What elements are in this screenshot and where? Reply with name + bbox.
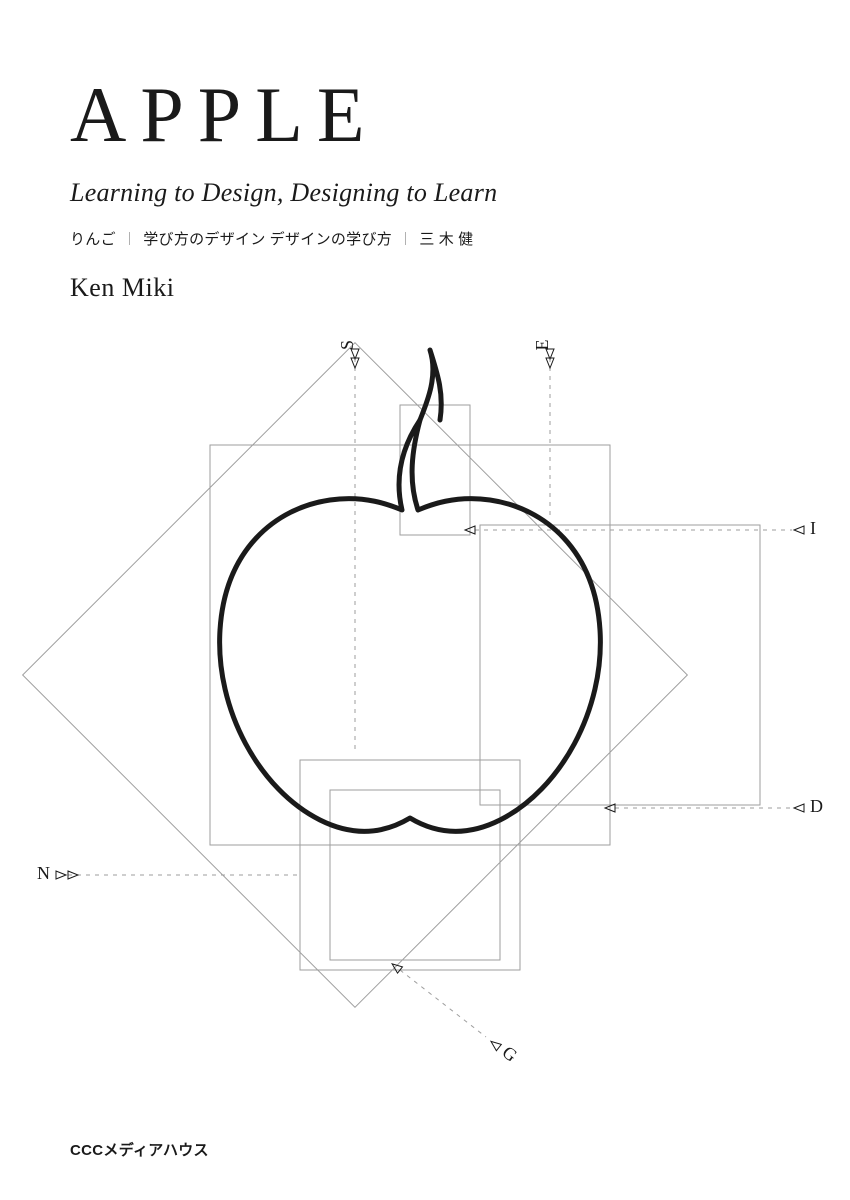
construction-rect [480,525,760,805]
construction-rect [300,760,520,970]
callout-label-s: S [337,340,359,359]
svg-text:I: I [810,518,816,538]
callout-label-g: G [486,1032,521,1066]
callout-label-e: E [532,340,554,360]
svg-text:S: S [337,340,357,350]
callout-label-d: D [794,796,823,816]
apple-diagram: S E I D N G [0,330,850,1090]
construction-rect [330,790,500,960]
subtitle: Learning to Design, Designing to Learn [70,178,780,208]
svg-text:G: G [499,1042,522,1066]
jp-part-1: りんご [70,228,116,249]
svg-text:E: E [532,340,552,351]
publisher-label: CCCメディアハウス [70,1139,209,1160]
apple-stem [420,350,441,420]
divider: | [404,230,407,247]
author-name: Ken Miki [70,273,780,303]
japanese-subtitle: りんご | 学び方のデザイン デザインの学び方 | 三 木 健 [70,228,780,249]
page-title: APPLE [70,70,780,160]
jp-part-2: 学び方のデザイン デザインの学び方 [143,228,392,249]
apple-outline [220,420,601,831]
callout-label-n: N [37,863,66,883]
jp-part-3: 三 木 健 [419,228,473,249]
svg-text:D: D [810,796,823,816]
svg-text:N: N [37,863,50,883]
callout-leader [400,970,486,1037]
divider: | [128,230,131,247]
callout-label-i: I [794,518,816,538]
